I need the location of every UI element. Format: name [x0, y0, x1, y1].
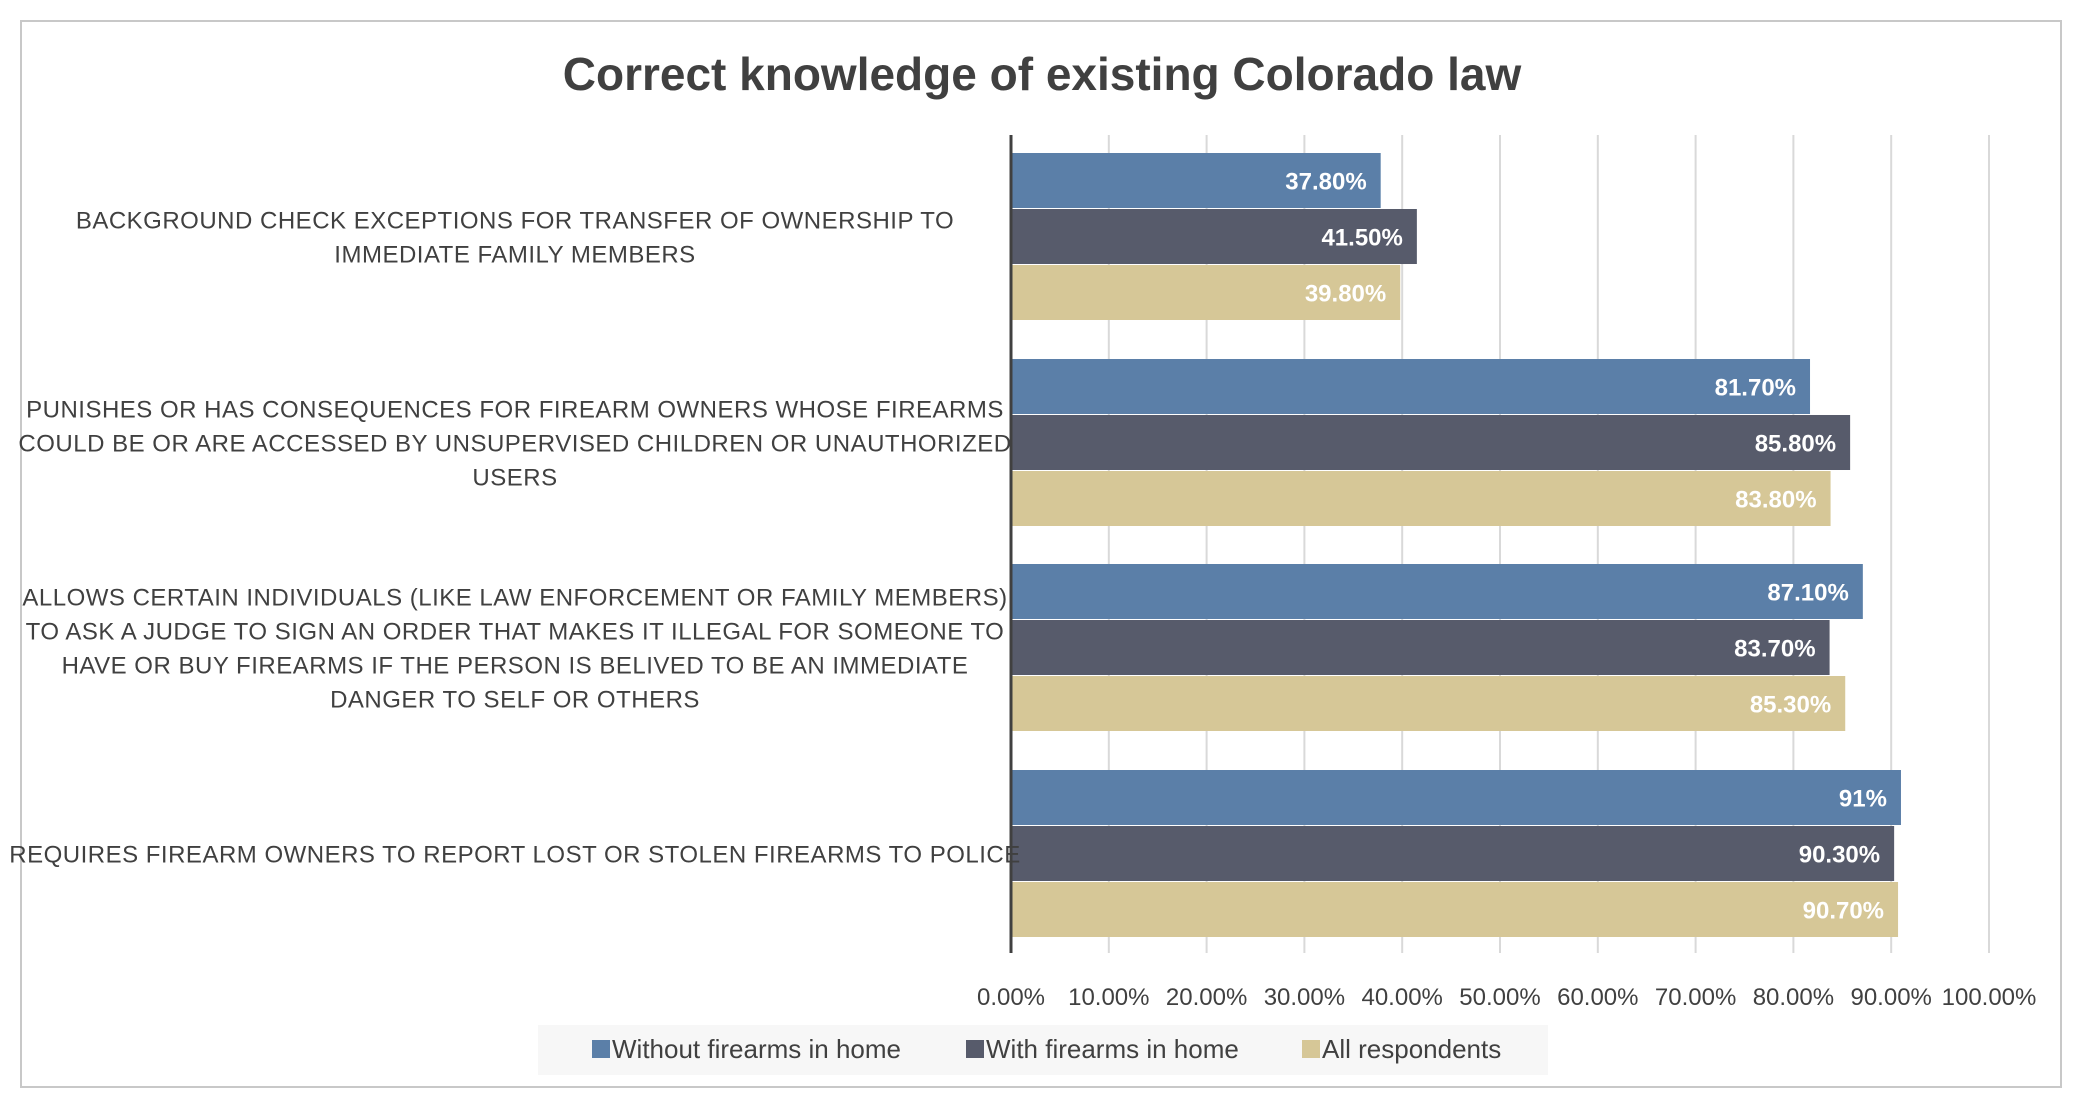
- bar: [1011, 359, 1811, 414]
- bar: [1011, 770, 1901, 825]
- legend-swatch: [1302, 1040, 1320, 1058]
- category-label: ALLOWS CERTAIN INDIVIDUALS (LIKE LAW ENF…: [22, 585, 1007, 612]
- bar: [1011, 826, 1895, 881]
- bar-data-label: 39.80%: [1305, 281, 1386, 308]
- bar-data-label: 41.50%: [1321, 225, 1402, 252]
- category-label: HAVE OR BUY FIREARMS IF THE PERSON IS BE…: [62, 653, 969, 680]
- category-label: BACKGROUND CHECK EXCEPTIONS FOR TRANSFER…: [76, 208, 954, 235]
- x-tick-label: 80.00%: [1753, 984, 1834, 1011]
- x-tick-label: 70.00%: [1655, 984, 1736, 1011]
- legend-box: [538, 1025, 1548, 1075]
- bar: [1011, 620, 1830, 675]
- bar-data-label: 37.80%: [1285, 169, 1366, 196]
- category-label: USERS: [472, 465, 557, 492]
- category-label: IMMEDIATE FAMILY MEMBERS: [334, 242, 695, 269]
- category-label: TO ASK A JUDGE TO SIGN AN ORDER THAT MAK…: [26, 619, 1005, 646]
- bar-data-label: 81.70%: [1715, 375, 1796, 402]
- legend-swatch: [966, 1040, 984, 1058]
- bar: [1011, 265, 1401, 320]
- category-label: COULD BE OR ARE ACCESSED BY UNSUPERVISED…: [18, 431, 1011, 458]
- legend-label: Without firearms in home: [612, 1034, 901, 1064]
- bar-data-label: 90.70%: [1803, 898, 1884, 925]
- bar-data-label: 87.10%: [1767, 580, 1848, 607]
- chart-title: Correct knowledge of existing Colorado l…: [563, 48, 1522, 100]
- bar-data-label: 90.30%: [1799, 842, 1880, 869]
- bar-data-label: 83.70%: [1734, 636, 1815, 663]
- x-tick-label: 100.00%: [1942, 984, 2037, 1011]
- bar: [1011, 415, 1851, 470]
- x-tick-label: 0.00%: [977, 984, 1045, 1011]
- category-label: PUNISHES OR HAS CONSEQUENCES FOR FIREARM…: [26, 397, 1004, 424]
- bar: [1011, 676, 1846, 731]
- bar: [1011, 471, 1831, 526]
- legend-label: With firearms in home: [986, 1034, 1239, 1064]
- x-tick-label: 30.00%: [1264, 984, 1345, 1011]
- legend-label: All respondents: [1322, 1034, 1501, 1064]
- legend-swatch: [592, 1040, 610, 1058]
- bar-data-label: 83.80%: [1735, 487, 1816, 514]
- bar: [1011, 564, 1863, 619]
- x-tick-label: 40.00%: [1361, 984, 1442, 1011]
- x-tick-label: 10.00%: [1068, 984, 1149, 1011]
- category-label: DANGER TO SELF OR OTHERS: [330, 687, 700, 714]
- bar: [1011, 209, 1417, 264]
- bar-data-label: 91%: [1839, 786, 1887, 813]
- x-tick-label: 20.00%: [1166, 984, 1247, 1011]
- category-label: REQUIRES FIREARM OWNERS TO REPORT LOST O…: [9, 842, 1020, 869]
- bar: [1011, 882, 1899, 937]
- x-tick-label: 90.00%: [1850, 984, 1931, 1011]
- x-tick-label: 50.00%: [1459, 984, 1540, 1011]
- bar-data-label: 85.80%: [1755, 431, 1836, 458]
- bar-data-label: 85.30%: [1750, 692, 1831, 719]
- bar: [1011, 153, 1381, 208]
- x-tick-label: 60.00%: [1557, 984, 1638, 1011]
